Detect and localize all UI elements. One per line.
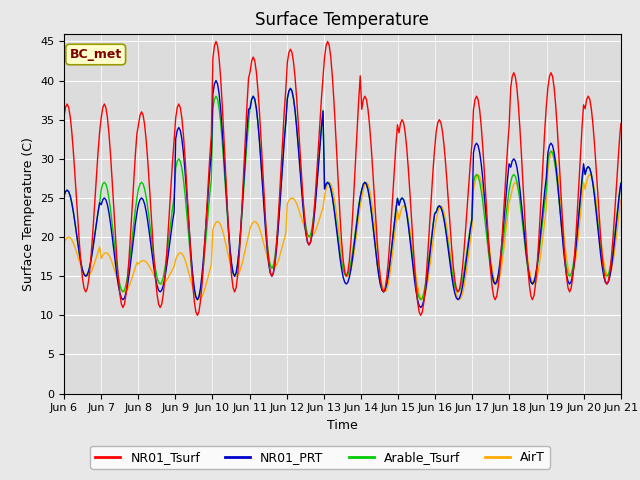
NR01_PRT [417, 305, 424, 311]
AirT [195, 297, 203, 302]
NR01_Tsurf [193, 312, 201, 318]
Line: AirT: AirT [64, 151, 621, 300]
Legend: NR01_Tsurf, NR01_PRT, Arable_Tsurf, AirT: NR01_Tsurf, NR01_PRT, Arable_Tsurf, AirT [90, 446, 550, 469]
NR01_Tsurf [212, 38, 220, 44]
Arable_Tsurf [228, 261, 236, 267]
AirT [617, 197, 625, 203]
NR01_PRT [60, 193, 68, 199]
AirT [305, 234, 313, 240]
Line: NR01_PRT: NR01_PRT [64, 81, 621, 308]
AirT [255, 226, 263, 231]
NR01_Tsurf [307, 239, 314, 244]
NR01_Tsurf [248, 58, 255, 64]
NR01_Tsurf [129, 203, 136, 209]
NR01_Tsurf [589, 121, 596, 127]
NR01_PRT [246, 106, 254, 111]
AirT [60, 240, 68, 246]
NR01_Tsurf [229, 285, 237, 290]
NR01_PRT [212, 78, 220, 84]
NR01_Tsurf [617, 121, 625, 127]
Arable_Tsurf [60, 193, 68, 199]
NR01_PRT [228, 260, 236, 266]
Line: NR01_Tsurf: NR01_Tsurf [64, 41, 621, 315]
NR01_PRT [129, 246, 136, 252]
AirT [246, 226, 254, 231]
AirT [228, 265, 236, 271]
AirT [589, 179, 596, 184]
Arable_Tsurf [193, 297, 201, 302]
NR01_PRT [589, 181, 596, 187]
NR01_PRT [305, 242, 313, 248]
Arable_Tsurf [307, 232, 314, 238]
AirT [129, 275, 136, 280]
Arable_Tsurf [255, 136, 263, 142]
AirT [548, 148, 556, 154]
NR01_Tsurf [257, 135, 265, 141]
NR01_Tsurf [60, 114, 68, 120]
Arable_Tsurf [246, 105, 254, 110]
Arable_Tsurf [287, 85, 294, 91]
Arable_Tsurf [129, 234, 136, 240]
NR01_PRT [617, 181, 625, 187]
Arable_Tsurf [589, 180, 596, 186]
Title: Surface Temperature: Surface Temperature [255, 11, 429, 29]
Text: BC_met: BC_met [70, 48, 122, 61]
X-axis label: Time: Time [327, 419, 358, 432]
NR01_PRT [255, 138, 263, 144]
Y-axis label: Surface Temperature (C): Surface Temperature (C) [22, 137, 35, 290]
Arable_Tsurf [617, 180, 625, 186]
Line: Arable_Tsurf: Arable_Tsurf [64, 88, 621, 300]
